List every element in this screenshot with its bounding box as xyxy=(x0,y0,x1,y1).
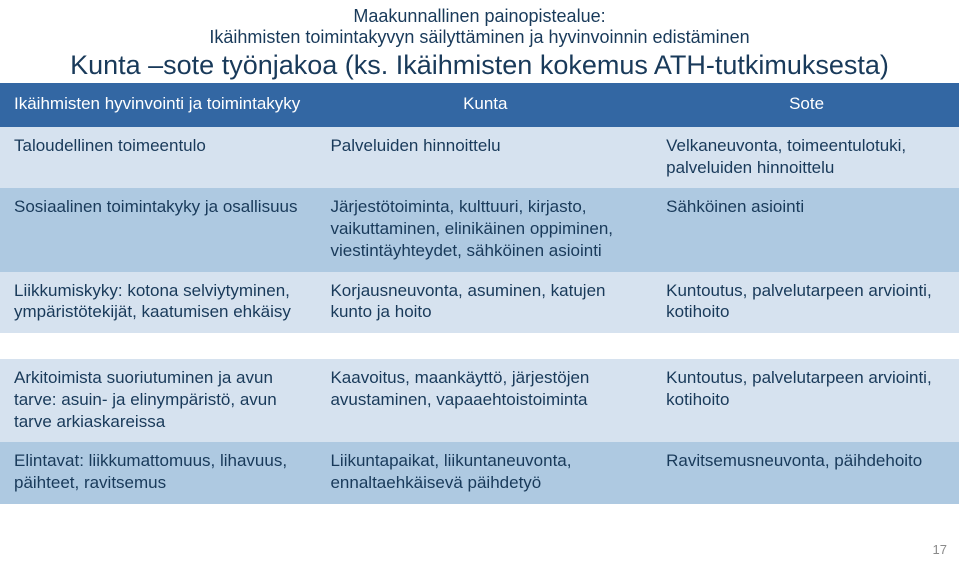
cell-kunta: Liikuntapaikat, liikuntaneuvonta, ennalt… xyxy=(316,442,652,504)
cell-topic: Sosiaalinen toimintakyky ja osallisuus xyxy=(0,188,316,271)
supertitle-line-1: Maakunnallinen painopistealue: xyxy=(10,6,949,27)
supertitle-line-2: Ikäihmisten toimintakyvyn säilyttäminen … xyxy=(10,27,949,48)
table-row: Elintavat: liikkumattomuus, lihavuus, pä… xyxy=(0,442,959,504)
table-header-row: Ikäihmisten hyvinvointi ja toimintakyky … xyxy=(0,83,959,127)
table-gap-row xyxy=(0,333,959,359)
cell-topic: Taloudellinen toimeentulo xyxy=(0,127,316,189)
page-number: 17 xyxy=(933,542,947,557)
cell-sote: Velkaneuvonta, toimeentulotuki, palvelui… xyxy=(652,127,959,189)
table-body: Taloudellinen toimeentulo Palveluiden hi… xyxy=(0,127,959,504)
cell-topic: Liikkumiskyky: kotona selviytyminen, ymp… xyxy=(0,272,316,334)
column-header-topic: Ikäihmisten hyvinvointi ja toimintakyky xyxy=(0,83,316,127)
cell-sote: Ravitsemusneuvonta, päihdehoito xyxy=(652,442,959,504)
cell-topic: Elintavat: liikkumattomuus, lihavuus, pä… xyxy=(0,442,316,504)
column-header-sote: Sote xyxy=(652,83,959,127)
slide-title: Kunta –sote työnjakoa (ks. Ikäihmisten k… xyxy=(10,50,949,81)
division-table: Ikäihmisten hyvinvointi ja toimintakyky … xyxy=(0,83,959,504)
column-header-kunta: Kunta xyxy=(316,83,652,127)
cell-topic: Arkitoimista suoriutuminen ja avun tarve… xyxy=(0,359,316,442)
table-row: Taloudellinen toimeentulo Palveluiden hi… xyxy=(0,127,959,189)
cell-sote: Kuntoutus, palvelutarpeen arviointi, kot… xyxy=(652,272,959,334)
cell-kunta: Korjausneuvonta, asuminen, katujen kunto… xyxy=(316,272,652,334)
cell-kunta: Järjestötoiminta, kulttuuri, kirjasto, v… xyxy=(316,188,652,271)
cell-kunta: Palveluiden hinnoittelu xyxy=(316,127,652,189)
slide-header: Maakunnallinen painopistealue: Ikäihmist… xyxy=(0,0,959,83)
table-row: Liikkumiskyky: kotona selviytyminen, ymp… xyxy=(0,272,959,334)
cell-kunta: Kaavoitus, maankäyttö, järjestöjen avust… xyxy=(316,359,652,442)
table-row: Arkitoimista suoriutuminen ja avun tarve… xyxy=(0,359,959,442)
cell-sote: Kuntoutus, palvelutarpeen arviointi, kot… xyxy=(652,359,959,442)
cell-sote: Sähköinen asiointi xyxy=(652,188,959,271)
table-row: Sosiaalinen toimintakyky ja osallisuus J… xyxy=(0,188,959,271)
